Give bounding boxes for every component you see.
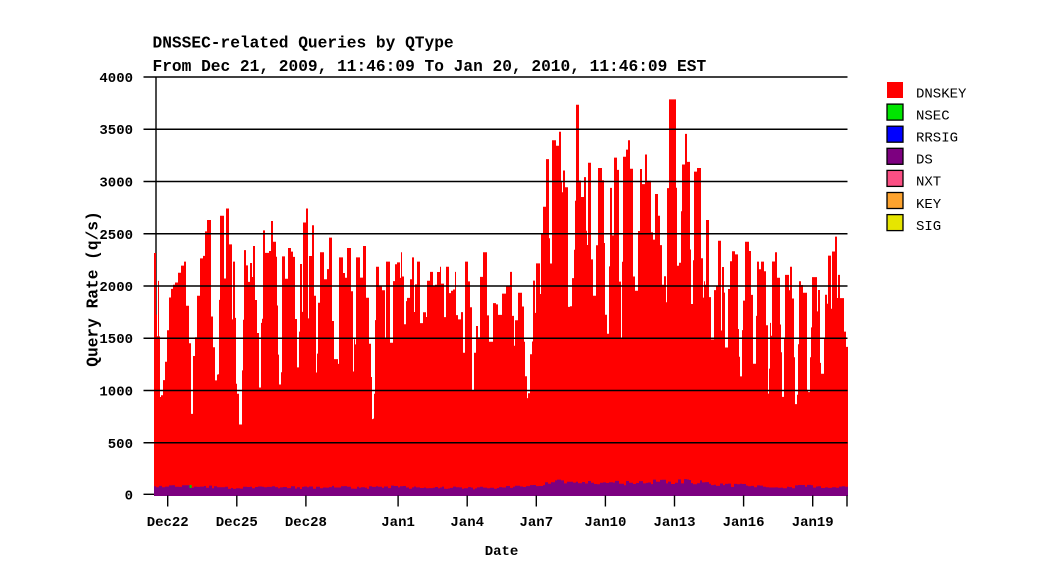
svg-text:Query Rate (q/s): Query Rate (q/s): [85, 211, 103, 366]
svg-text:3500: 3500: [99, 123, 133, 139]
svg-text:1500: 1500: [99, 332, 133, 348]
svg-text:3000: 3000: [99, 176, 133, 192]
svg-text:NXT: NXT: [916, 175, 941, 191]
svg-text:Jan4: Jan4: [450, 515, 484, 531]
svg-text:1000: 1000: [99, 385, 133, 401]
svg-text:DS: DS: [916, 153, 933, 169]
svg-text:Dec25: Dec25: [216, 515, 258, 531]
svg-text:RRSIG: RRSIG: [916, 131, 958, 147]
svg-text:Jan1: Jan1: [381, 515, 415, 531]
svg-text:Jan10: Jan10: [584, 515, 626, 531]
svg-text:Date: Date: [485, 544, 519, 560]
svg-text:Dec28: Dec28: [285, 515, 327, 531]
svg-text:4000: 4000: [99, 71, 133, 87]
svg-text:NSEC: NSEC: [916, 108, 950, 124]
svg-text:KEY: KEY: [916, 197, 942, 213]
svg-text:0: 0: [125, 489, 133, 505]
svg-text:SIG: SIG: [916, 219, 941, 235]
svg-text:From Dec 21, 2009, 11:46:09 To: From Dec 21, 2009, 11:46:09 To Jan 20, 2…: [153, 58, 707, 76]
svg-text:DNSSEC-related Queries by QTyp: DNSSEC-related Queries by QType: [153, 35, 454, 53]
svg-text:Dec22: Dec22: [147, 515, 189, 531]
svg-text:DNSKEY: DNSKEY: [916, 86, 967, 102]
svg-text:Jan19: Jan19: [792, 515, 834, 531]
svg-text:500: 500: [108, 437, 133, 453]
svg-text:2000: 2000: [99, 280, 133, 296]
svg-text:Jan13: Jan13: [653, 515, 695, 531]
svg-text:Jan7: Jan7: [519, 515, 553, 531]
svg-text:2500: 2500: [99, 228, 133, 244]
svg-text:Jan16: Jan16: [723, 515, 765, 531]
